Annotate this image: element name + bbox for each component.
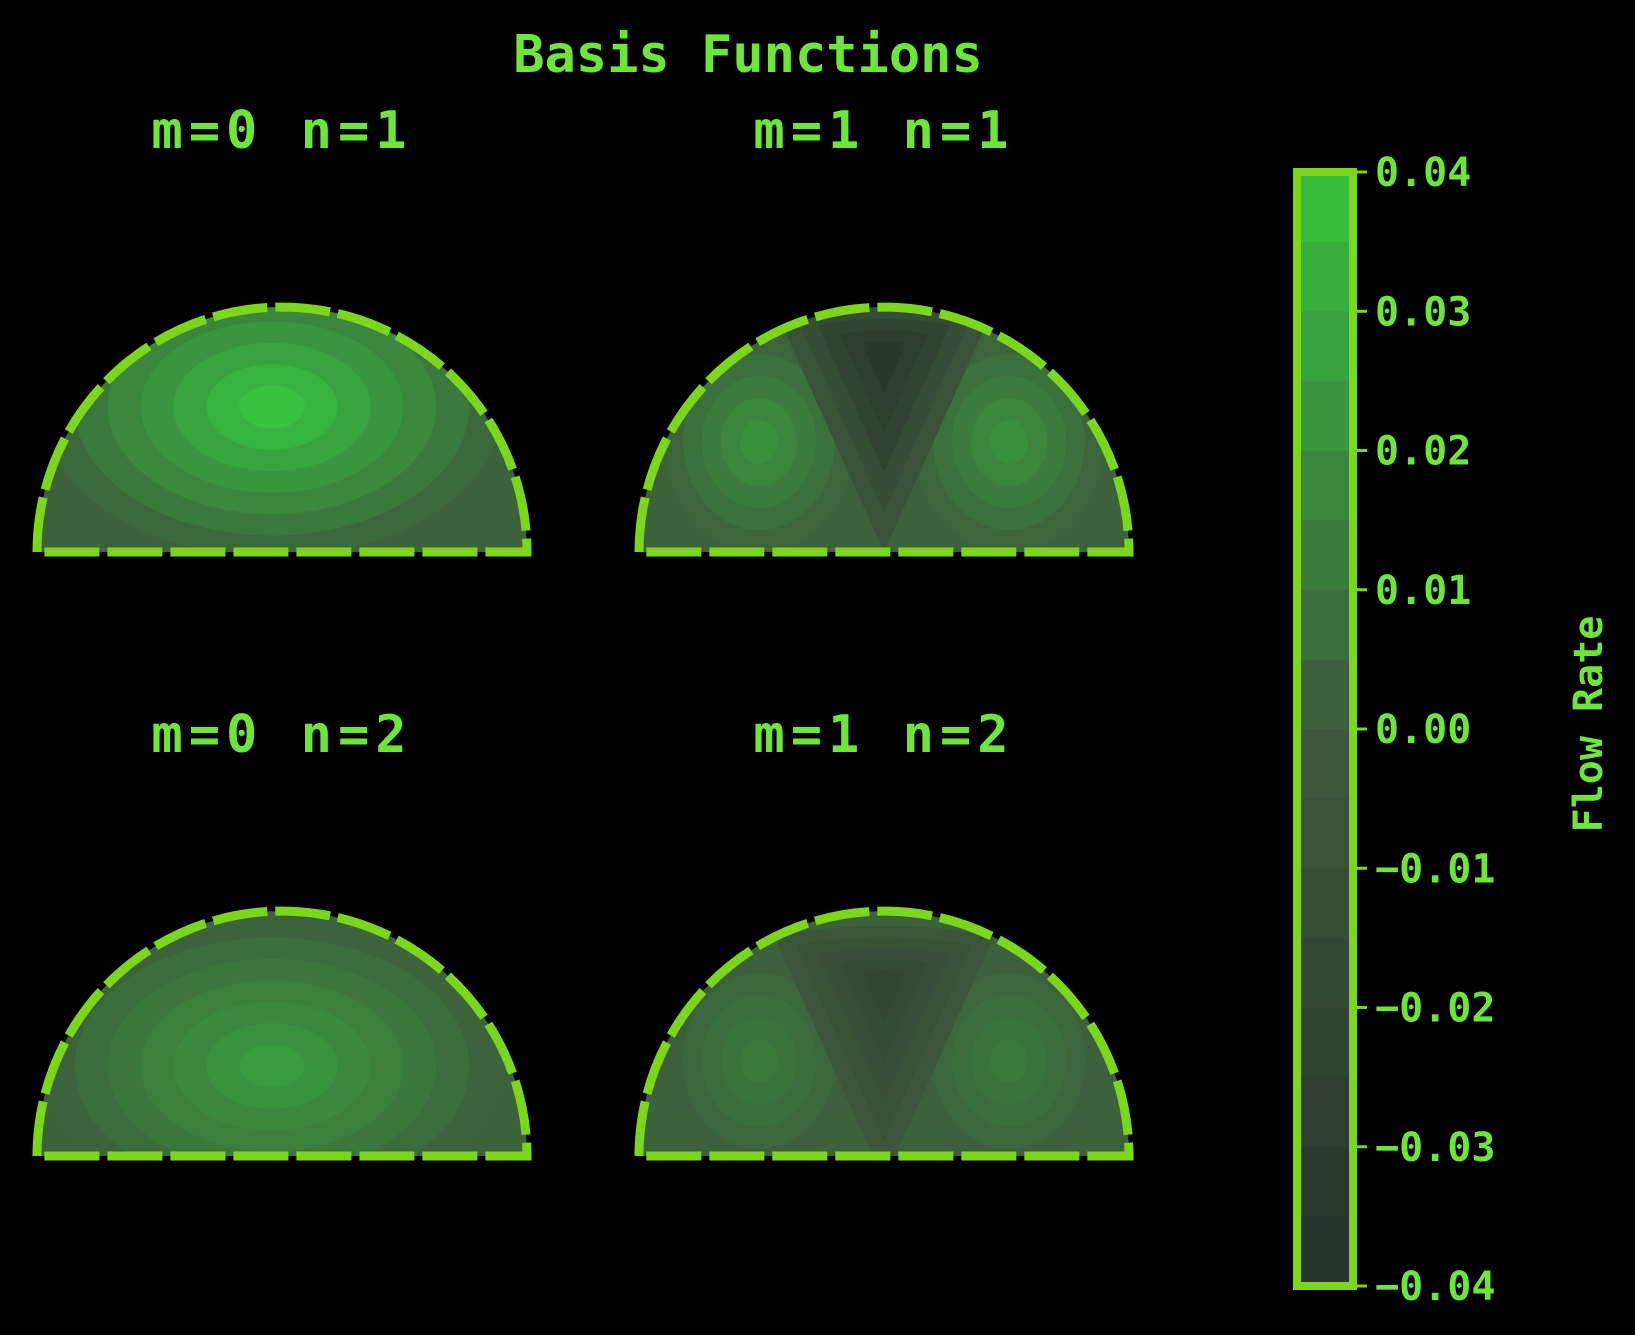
panel-3: m=0 n=2 — [32, 705, 532, 1161]
colorbar-band — [1297, 589, 1353, 660]
colorbar-tick-label: 0.02 — [1375, 429, 1471, 475]
panel-title: m=0 n=1 — [151, 101, 412, 161]
colorbar-band — [1297, 380, 1353, 451]
panel-1: m=0 n=1 — [32, 101, 532, 557]
panel-field — [37, 307, 527, 552]
contour-level — [740, 420, 778, 464]
panel-2: m=1 n=1 — [634, 101, 1134, 557]
colorbar-band — [1297, 520, 1353, 591]
colorbar-label: Flow Rate — [1566, 616, 1612, 833]
colorbar-bands — [1297, 172, 1353, 1287]
panel-field — [639, 307, 1129, 552]
colorbar-band — [1297, 311, 1353, 382]
contour-level — [239, 385, 305, 429]
contour-level — [239, 1044, 305, 1088]
colorbar-band — [1297, 1077, 1353, 1148]
colorbar-tick-label: 0.00 — [1375, 707, 1471, 753]
colorbar-tick-label: −0.04 — [1375, 1264, 1495, 1310]
colorbar-band — [1297, 1146, 1353, 1217]
domain-boundary — [634, 302, 1134, 557]
panel-title: m=0 n=2 — [151, 705, 412, 765]
domain-boundary — [32, 302, 532, 557]
colorbar-band — [1297, 659, 1353, 730]
colorbar-frame — [1293, 168, 1357, 1290]
colorbar-band — [1297, 729, 1353, 800]
colorbar-band — [1297, 450, 1353, 521]
panel-field — [639, 911, 1129, 1156]
panels-group: m=0 n=1 m=1 n=1 m=0 n=2 m=1 n=2 — [32, 101, 1134, 1161]
colorbar-tick-label: 0.01 — [1375, 568, 1471, 614]
colorbar-ticks: 0.04 0.03 0.02 0.01 0.00 −0.01 −0.02 −0.03 −0.04 — [1357, 150, 1495, 1310]
colorbar-band — [1297, 868, 1353, 939]
colorbar-tick-label: −0.02 — [1375, 986, 1495, 1032]
contour-level — [740, 1039, 778, 1083]
contour-level — [862, 970, 906, 1021]
colorbar-band — [1297, 1216, 1353, 1287]
panel-title: m=1 n=1 — [753, 101, 1014, 161]
colorbar-band — [1297, 798, 1353, 869]
colorbar-tick-label: −0.03 — [1375, 1125, 1495, 1171]
colorbar-tick-label: −0.01 — [1375, 846, 1495, 892]
panel-4: m=1 n=2 — [634, 705, 1134, 1161]
domain-boundary — [32, 906, 532, 1161]
panel-title: m=1 n=2 — [753, 705, 1014, 765]
contour-level — [862, 341, 906, 392]
colorbar: 0.04 0.03 0.02 0.01 0.00 −0.01 −0.02 −0.03 −0.04… — [1293, 150, 1612, 1310]
colorbar-band — [1297, 937, 1353, 1008]
colorbar-tick-label: 0.04 — [1375, 150, 1471, 196]
contour-level — [990, 420, 1028, 464]
colorbar-tick-label: 0.03 — [1375, 289, 1471, 335]
colorbar-band — [1297, 172, 1353, 243]
contour-level — [990, 1039, 1028, 1083]
panel-field — [37, 911, 527, 1156]
figure-title: Basis Functions — [513, 25, 983, 85]
domain-boundary — [634, 906, 1134, 1161]
colorbar-band — [1297, 1007, 1353, 1078]
colorbar-band — [1297, 241, 1353, 312]
